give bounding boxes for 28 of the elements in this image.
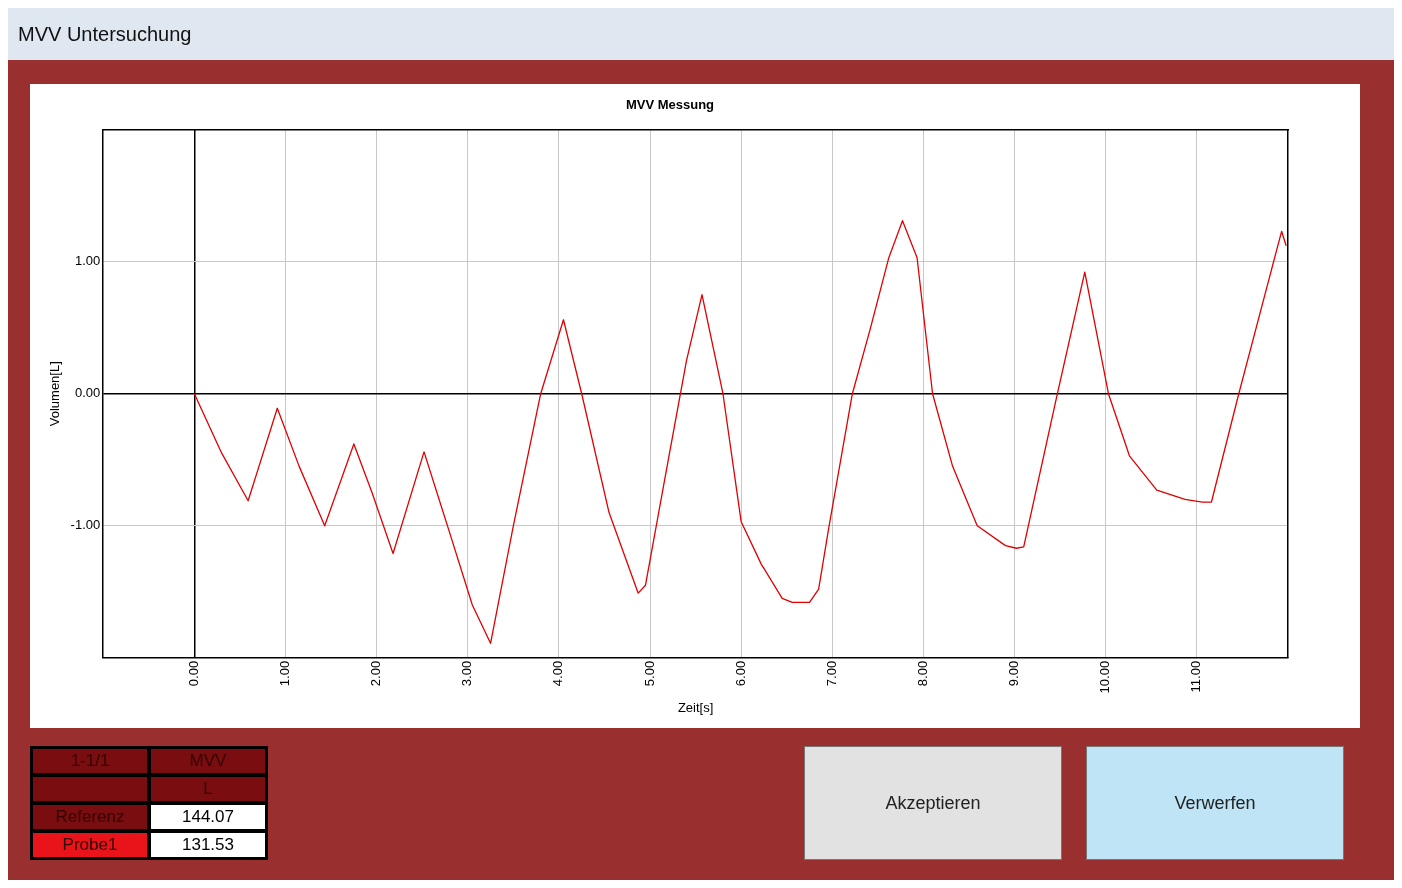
x-tick-label: 10.00 [1097,660,1113,694]
chart-title: MVV Messung [625,97,715,113]
x-tick-label: 6.00 [732,660,748,687]
text: 144.07 [151,805,265,829]
y-tick-label: 0.00 [74,385,101,401]
y-tick-label: -1.00 [70,517,101,533]
x-tick-label: 2.00 [368,660,384,687]
y-tick-label: 1.00 [74,253,101,269]
x-tick-label: 4.00 [550,660,566,687]
x-tick-label: 8.00 [915,660,931,687]
x-tick-label: 11.00 [1188,660,1204,693]
text: 1-1/1 [33,749,147,773]
text: 131.53 [151,833,265,857]
x-axis-title: Zeit[s] [677,699,714,715]
x-tick-label: 0.00 [185,660,201,687]
x-tick-label: 9.00 [1006,660,1022,687]
text: Akzeptieren [804,746,1062,860]
text: MVV Untersuchung [8,8,1394,60]
text: Referenz [33,805,147,829]
text: Verwerfen [1086,746,1344,860]
x-tick-label: 5.00 [641,660,657,687]
text: L [151,777,265,801]
x-tick-label: 1.00 [277,660,293,687]
x-tick-label: 7.00 [823,660,839,687]
y-axis-title: Volumen[L] [47,361,63,427]
x-tick-label: 3.00 [459,660,475,687]
text: Probe1 [33,833,147,857]
text: MVV [151,749,265,773]
